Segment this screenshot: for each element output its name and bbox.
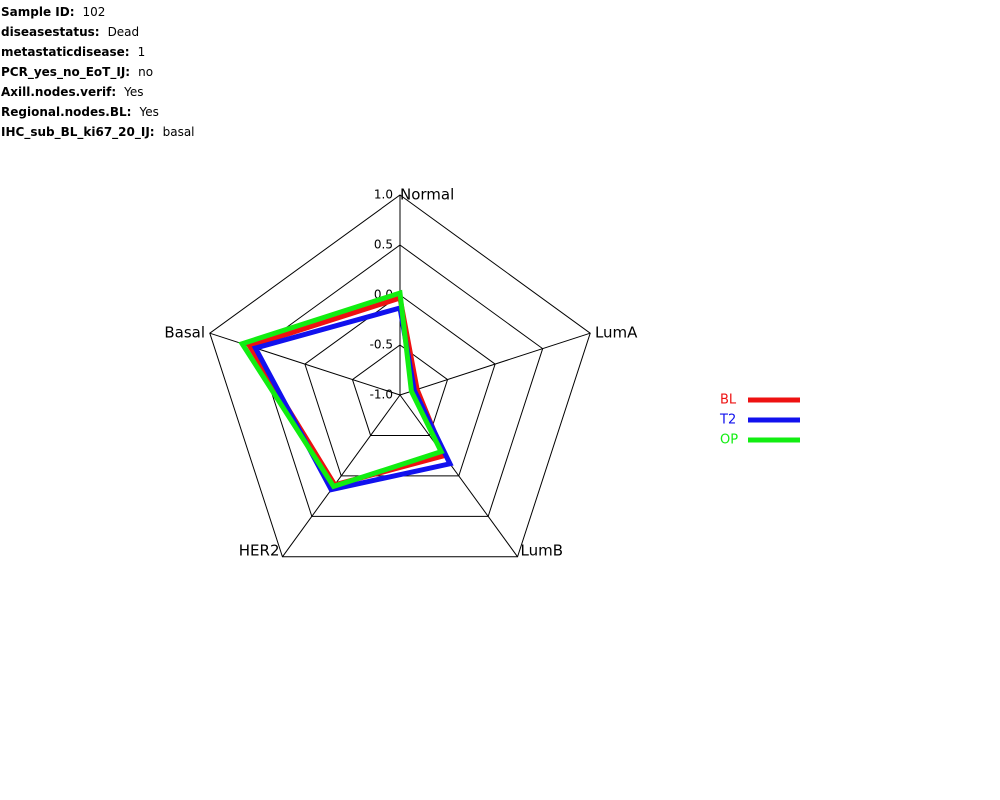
legend-label: OP: [720, 433, 738, 448]
info-row: diseasestatus: Dead: [1, 22, 195, 42]
category-label: LumB: [520, 541, 563, 559]
grid-ring: [351, 344, 449, 436]
r-tick-label: -0.5: [370, 338, 393, 352]
axis-line: [282, 394, 401, 558]
info-label: PCR_yes_no_EoT_IJ:: [1, 65, 131, 79]
info-value: basal: [162, 125, 195, 139]
category-label: Normal: [400, 186, 454, 204]
info-row: IHC_sub_BL_ki67_20_IJ: basal: [1, 122, 195, 142]
info-value: no: [138, 65, 154, 79]
info-value: Yes: [124, 85, 144, 99]
legend-label: BL: [720, 393, 737, 408]
info-row: Sample ID: 102: [1, 2, 195, 22]
info-label: Regional.nodes.BL:: [1, 105, 132, 119]
info-value: Dead: [107, 25, 140, 39]
category-label: HER2: [239, 541, 280, 559]
grid-ring: [209, 194, 591, 558]
info-label: Axill.nodes.verif:: [1, 85, 117, 99]
r-tick-label: 0.5: [374, 238, 393, 252]
info-label: Sample ID:: [1, 5, 75, 19]
axis-line: [399, 332, 591, 396]
info-label: IHC_sub_BL_ki67_20_IJ:: [1, 125, 155, 139]
info-row: metastaticdisease: 1: [1, 42, 195, 62]
category-label: Basal: [164, 324, 205, 342]
info-value: 1: [137, 45, 146, 59]
info-label: diseasestatus:: [1, 25, 100, 39]
info-value: Yes: [139, 105, 159, 119]
info-row: PCR_yes_no_EoT_IJ: no: [1, 62, 195, 82]
info-row: Axill.nodes.verif: Yes: [1, 82, 195, 102]
category-label: LumA: [595, 324, 638, 342]
axis-line: [399, 394, 518, 558]
sample-info: Sample ID: 102 diseasestatus: Dead metastati…: [1, 2, 195, 142]
info-label: metastaticdisease:: [1, 45, 130, 59]
info-row: Regional.nodes.BL: Yes: [1, 102, 195, 122]
legend-label: T2: [719, 413, 736, 428]
info-value: 102: [82, 5, 106, 19]
r-tick-label: 1.0: [374, 188, 393, 202]
r-tick-label: -1.0: [370, 388, 393, 402]
series-line: [238, 289, 445, 490]
